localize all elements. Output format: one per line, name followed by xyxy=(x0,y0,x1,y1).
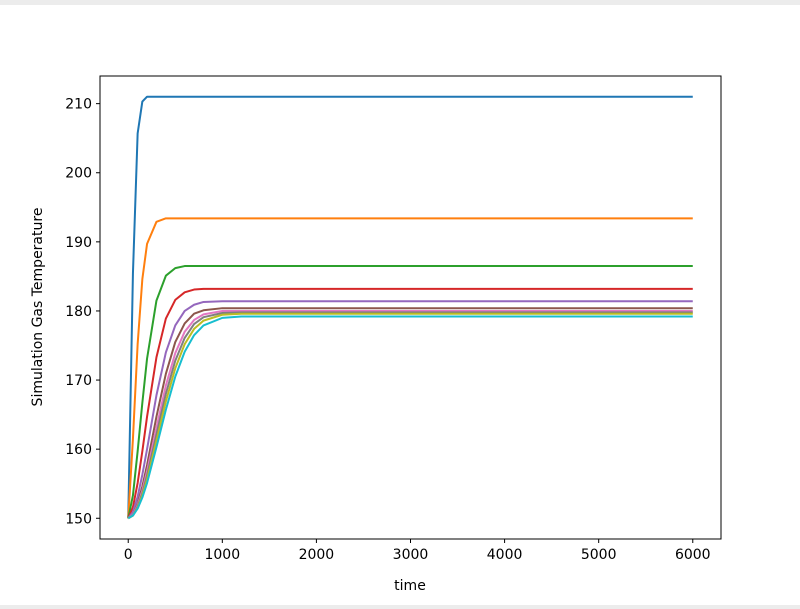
x-tick-label: 6000 xyxy=(675,547,711,563)
x-tick-label: 1000 xyxy=(204,547,240,563)
y-tick-label: 200 xyxy=(65,166,92,182)
series-line-1 xyxy=(127,95,693,519)
y-axis-label: Simulation Gas Temperature xyxy=(30,208,46,407)
x-tick-label: 2000 xyxy=(299,547,335,563)
series-lines xyxy=(127,95,693,520)
y-tick-label: 150 xyxy=(65,511,92,527)
x-tick-label: 0 xyxy=(124,547,133,563)
series-line-2 xyxy=(127,217,693,519)
window-top-bar xyxy=(0,0,800,5)
series-line-5 xyxy=(127,300,693,519)
x-tick-label: 4000 xyxy=(487,547,523,563)
y-axis-ticks: 150 160 170 180 190 200 210 xyxy=(65,97,100,527)
x-tick-label: 5000 xyxy=(581,547,617,563)
y-tick-label: 180 xyxy=(65,304,92,320)
y-tick-label: 210 xyxy=(65,97,92,113)
series-line-9 xyxy=(127,312,693,520)
series-line-7 xyxy=(127,309,693,520)
series-line-4 xyxy=(127,287,693,519)
y-tick-label: 170 xyxy=(65,373,92,389)
series-line-6 xyxy=(127,307,693,520)
y-tick-label: 190 xyxy=(65,235,92,251)
x-tick-label: 3000 xyxy=(393,547,429,563)
x-axis-ticks: 0 1000 2000 3000 4000 5000 6000 xyxy=(124,539,711,563)
series-line-8 xyxy=(127,311,693,520)
x-axis-label: time xyxy=(394,578,426,594)
y-tick-label: 160 xyxy=(65,442,92,458)
window-bottom-bar xyxy=(0,605,800,609)
series-line-3 xyxy=(127,265,693,519)
series-line-10 xyxy=(127,315,693,520)
